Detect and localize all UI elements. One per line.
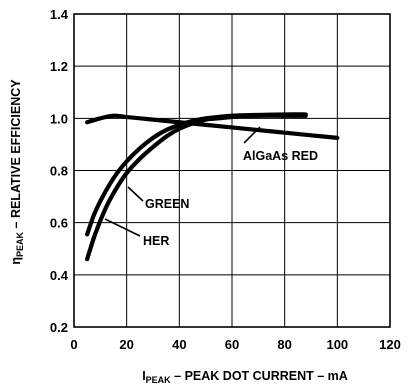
x-tick-label: 100 [326, 337, 348, 352]
y-tick-label: 1.0 [50, 111, 68, 126]
series-label-green: GREEN [145, 197, 189, 211]
leader-line-algaas-red [243, 126, 261, 144]
series-label-her: HER [143, 234, 169, 248]
series-label-algaas-red-group: AlGaAs RED [243, 126, 318, 163]
plot-frame [73, 13, 391, 328]
y-tick-label: 0.2 [50, 320, 68, 335]
x-axis-label-subscript: PEAK [146, 375, 172, 385]
x-tick-labels: 0 20 40 60 80 100 120 [70, 337, 400, 352]
x-axis-label: IPEAK – PEAK DOT CURRENT – mA [142, 369, 348, 385]
y-axis-label-text: – RELATIVE EFFICIENCY [9, 79, 23, 232]
x-tick-label: 60 [225, 337, 239, 352]
x-tick-label: 20 [119, 337, 133, 352]
x-axis-label-prefix: I [142, 369, 145, 383]
y-tick-label: 1.2 [50, 59, 68, 74]
series-line-her [85, 113, 308, 262]
leader-line-her [104, 218, 141, 237]
y-axis-label-subscript: PEAK [15, 231, 25, 257]
y-tick-label: 0.4 [50, 268, 69, 283]
x-axis-label-text: – PEAK DOT CURRENT – mA [171, 369, 348, 383]
x-tick-label: 40 [172, 337, 186, 352]
leader-line-green [127, 186, 144, 202]
y-axis-label-prefix: η [9, 257, 23, 265]
series-label-algaas-red: AlGaAs RED [243, 149, 318, 163]
x-tick-label: 120 [379, 337, 401, 352]
series-label-her-group: HER [104, 218, 169, 248]
y-tick-label: 0.6 [50, 216, 68, 231]
series-label-green-group: GREEN [127, 186, 189, 211]
y-axis-label: ηPEAK – RELATIVE EFFICIENCY [9, 79, 25, 265]
x-tick-label: 0 [70, 337, 77, 352]
x-tick-label: 80 [277, 337, 291, 352]
y-tick-label: 1.4 [50, 7, 69, 22]
y-tick-labels: 0.2 0.4 0.6 0.8 1.0 1.2 1.4 [50, 7, 69, 335]
y-tick-label: 0.8 [50, 164, 68, 179]
series-lines [85, 112, 340, 262]
